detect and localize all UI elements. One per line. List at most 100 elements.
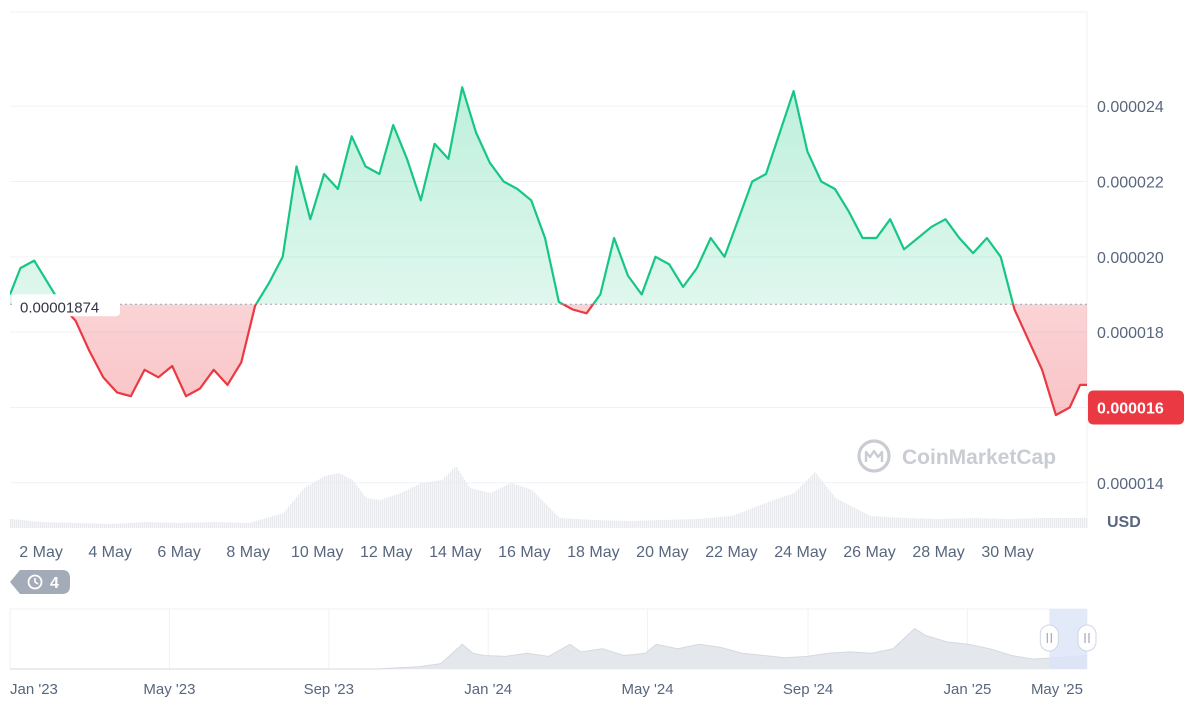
volume-bar [374,499,376,528]
volume-bar [984,518,986,528]
volume-bar [1004,518,1006,528]
volume-bar [722,516,724,528]
volume-bar [782,496,784,528]
volume-bar [980,518,982,528]
volume-bar [56,522,58,528]
volume-bar [892,517,894,528]
volume-bar [746,510,748,528]
volume-bar [906,518,908,528]
volume-bar [800,486,802,528]
volume-bar [538,496,540,528]
volume-bar [904,517,906,528]
volume-bar [968,518,970,528]
navigator-date-label: May '23 [143,681,195,698]
volume-bar [214,522,216,528]
volume-bar [898,517,900,528]
volume-bar [48,522,50,528]
range-navigator[interactable] [9,608,1097,670]
volume-bar [512,483,514,528]
volume-bar [402,492,404,528]
volume-bar [534,492,536,528]
volume-bar [608,520,610,528]
volume-bar [838,499,840,528]
volume-bar [308,485,310,528]
volume-bar [1018,518,1020,528]
volume-bar [190,522,192,528]
x-tick-label: 6 May [157,544,201,561]
history-button[interactable]: 4 [10,570,70,594]
volume-bar [694,519,696,528]
volume-bar [656,520,658,528]
volume-bar [804,482,806,528]
volume-bar [684,519,686,528]
volume-bar [640,520,642,528]
volume-bar [1032,518,1034,528]
volume-bar [180,522,182,528]
navigator-handle-left[interactable] [1039,624,1059,652]
volume-bar [502,487,504,528]
volume-bar [458,470,460,528]
volume-bar [542,500,544,528]
volume-bar [810,476,812,528]
volume-bar [18,519,20,528]
x-tick-label: 26 May [843,544,895,561]
volume-bar [286,509,288,528]
volume-bar [866,514,868,528]
volume-bar [280,513,282,528]
volume-bar [584,519,586,528]
volume-bar [992,518,994,528]
volume-bar [122,523,124,528]
navigator-handle-right[interactable] [1077,624,1097,652]
volume-bar [292,501,294,528]
volume-bar [772,500,774,528]
volume-bar [550,509,552,528]
volume-bar [916,518,918,528]
volume-bar [602,520,604,528]
volume-bar [26,520,28,528]
volume-bar [54,522,56,528]
volume-bar [940,518,942,528]
volume-bar [80,523,82,528]
volume-bar [760,504,762,528]
volume-bar [496,490,498,528]
volume-bar [470,488,472,528]
volume-bar [634,520,636,528]
volume-bar [322,477,324,528]
volume-bar [22,520,24,528]
volume-bar [200,522,202,528]
volume-bar [714,517,716,528]
volume-bar [150,522,152,528]
volume-bar [1060,518,1062,528]
volume-bar [108,523,110,528]
area-above-baseline [10,87,1087,305]
volume-bar [432,481,434,528]
volume-bar [302,489,304,528]
volume-bar [774,499,776,528]
volume-bar [570,518,572,528]
volume-bar [624,520,626,528]
volume-bar [206,522,208,528]
volume-bar [994,518,996,528]
volume-bar [394,495,396,528]
volume-bar [170,522,172,528]
volume-bar [944,518,946,528]
volume-bar [492,491,494,528]
volume-bar [922,518,924,528]
volume-bar [478,490,480,528]
volume-bar [852,506,854,528]
volume-bar [664,519,666,528]
volume-bar [1014,518,1016,528]
navigator-date-label: Sep '23 [304,681,354,698]
volume-bar [376,499,378,528]
volume-bar [1064,518,1066,528]
volume-bar [560,518,562,528]
volume-bar [192,522,194,528]
baseline-chip[interactable]: 0.00001874 [12,294,120,317]
volume-bar [306,486,308,528]
volume-bar [902,517,904,528]
volume-bar [520,486,522,528]
volume-bar [400,493,402,528]
volume-bar [592,519,594,528]
volume-bar [504,486,506,528]
